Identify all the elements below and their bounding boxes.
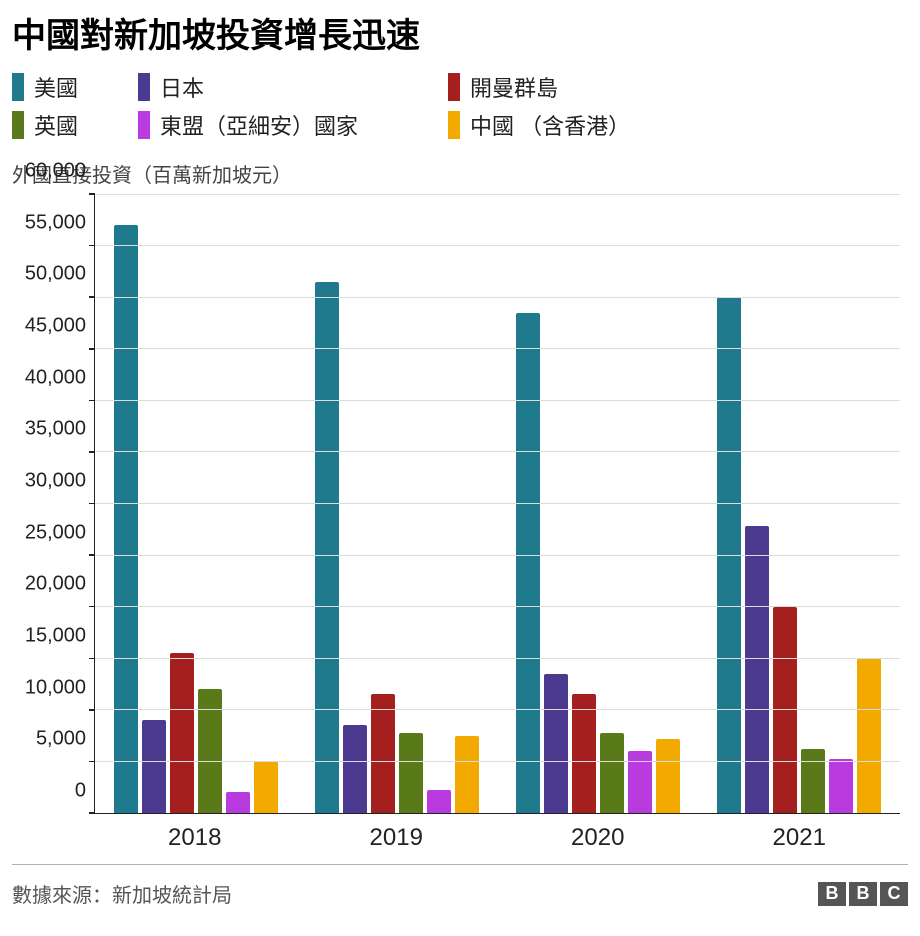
y-tick-label: 0 xyxy=(75,780,86,803)
bar xyxy=(371,694,395,813)
y-tick-label: 25,000 xyxy=(25,521,86,544)
bar xyxy=(544,674,568,813)
gridline xyxy=(95,606,900,607)
legend-swatch xyxy=(12,111,24,139)
source-text: 數據來源：新加坡統計局 xyxy=(12,879,232,908)
legend-item: 開曼群島 xyxy=(448,71,668,103)
gridline xyxy=(95,348,900,349)
legend-item: 東盟（亞細安）國家 xyxy=(138,109,438,141)
gridline xyxy=(95,400,900,401)
gridline xyxy=(95,658,900,659)
gridline xyxy=(95,194,900,195)
legend-label: 東盟（亞細安）國家 xyxy=(160,109,358,141)
bar xyxy=(572,694,596,813)
legend-item: 中國 （含香港） xyxy=(448,109,668,141)
legend-label: 日本 xyxy=(160,71,204,103)
gridline xyxy=(95,503,900,504)
bar xyxy=(656,739,680,813)
bar xyxy=(745,526,769,813)
bar xyxy=(857,658,881,813)
bar xyxy=(516,313,540,813)
y-tick-label: 5,000 xyxy=(36,728,86,751)
x-tick-label: 2019 xyxy=(296,818,498,854)
gridline xyxy=(95,709,900,710)
gridline xyxy=(95,451,900,452)
plot xyxy=(94,194,900,814)
legend-label: 美國 xyxy=(34,71,78,103)
bar xyxy=(455,736,479,813)
y-axis-label: 外國直接投資（百萬新加坡元） xyxy=(12,159,908,188)
legend-label: 開曼群島 xyxy=(470,71,558,103)
bbc-logo-letter: B xyxy=(818,882,846,906)
bar xyxy=(226,792,250,813)
footer: 數據來源：新加坡統計局 BBC xyxy=(12,864,908,908)
bar xyxy=(801,749,825,813)
legend-item: 美國 xyxy=(12,71,128,103)
x-tick-label: 2020 xyxy=(497,818,699,854)
bbc-logo-letter: C xyxy=(880,882,908,906)
bar xyxy=(254,761,278,813)
gridline xyxy=(95,297,900,298)
y-tick-label: 20,000 xyxy=(25,573,86,596)
y-tick-mark xyxy=(89,812,95,814)
bar xyxy=(170,653,194,813)
bar xyxy=(114,225,138,813)
legend-swatch xyxy=(448,73,460,101)
chart-title: 中國對新加坡投資增長迅速 xyxy=(12,8,908,57)
y-axis: 0 5,000 10,000 15,000 20,000 25,000 30,000 35,0… xyxy=(12,194,94,814)
chart-area: 0 5,000 10,000 15,000 20,000 25,000 30,000 35,0… xyxy=(12,194,908,854)
y-tick-label: 60,000 xyxy=(25,160,86,183)
x-tick-label: 2018 xyxy=(94,818,296,854)
legend-item: 日本 xyxy=(138,71,438,103)
bar xyxy=(315,282,339,813)
bar xyxy=(399,733,423,813)
bar xyxy=(600,733,624,813)
y-tick-label: 30,000 xyxy=(25,470,86,493)
bar xyxy=(343,725,367,813)
bar xyxy=(427,790,451,813)
legend-swatch xyxy=(448,111,460,139)
bbc-logo-letter: B xyxy=(849,882,877,906)
gridline xyxy=(95,761,900,762)
y-tick-label: 40,000 xyxy=(25,366,86,389)
legend-swatch xyxy=(138,111,150,139)
y-tick-label: 35,000 xyxy=(25,418,86,441)
y-tick-label: 55,000 xyxy=(25,211,86,234)
x-axis-labels: 2018201920202021 xyxy=(94,818,900,854)
x-tick-label: 2021 xyxy=(699,818,901,854)
gridline xyxy=(95,555,900,556)
legend-label: 中國 （含香港） xyxy=(470,109,630,141)
y-tick-label: 45,000 xyxy=(25,315,86,338)
bbc-logo: BBC xyxy=(818,882,908,906)
legend: 美國 日本 開曼群島英國 東盟（亞細安）國家 中國 （含香港） xyxy=(12,71,908,141)
bar xyxy=(829,759,853,813)
gridline xyxy=(95,245,900,246)
legend-swatch xyxy=(12,73,24,101)
legend-label: 英國 xyxy=(34,109,78,141)
bar xyxy=(198,689,222,813)
bar xyxy=(142,720,166,813)
y-tick-label: 50,000 xyxy=(25,263,86,286)
y-tick-label: 15,000 xyxy=(25,625,86,648)
legend-swatch xyxy=(138,73,150,101)
legend-item: 英國 xyxy=(12,109,128,141)
y-tick-label: 10,000 xyxy=(25,676,86,699)
